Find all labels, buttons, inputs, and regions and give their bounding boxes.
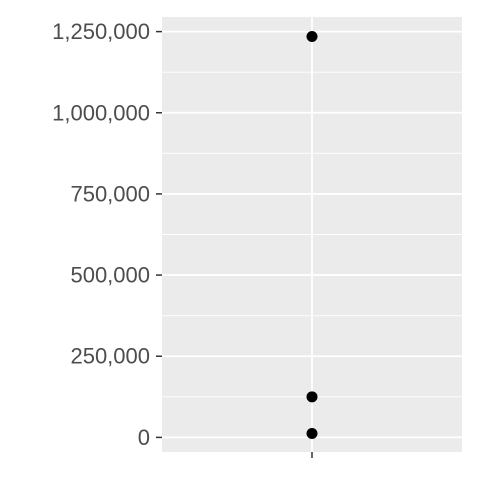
y-tick-label: 500,000 — [70, 263, 150, 288]
data-point — [306, 427, 318, 439]
y-tick-label: 250,000 — [70, 344, 150, 369]
y-tick-label: 1,250,000 — [52, 19, 150, 44]
data-point — [306, 391, 318, 403]
y-tick-label: 0 — [138, 425, 150, 450]
data-point — [306, 30, 318, 42]
y-tick-label: 1,000,000 — [52, 100, 150, 125]
y-tick-label: 750,000 — [70, 181, 150, 206]
